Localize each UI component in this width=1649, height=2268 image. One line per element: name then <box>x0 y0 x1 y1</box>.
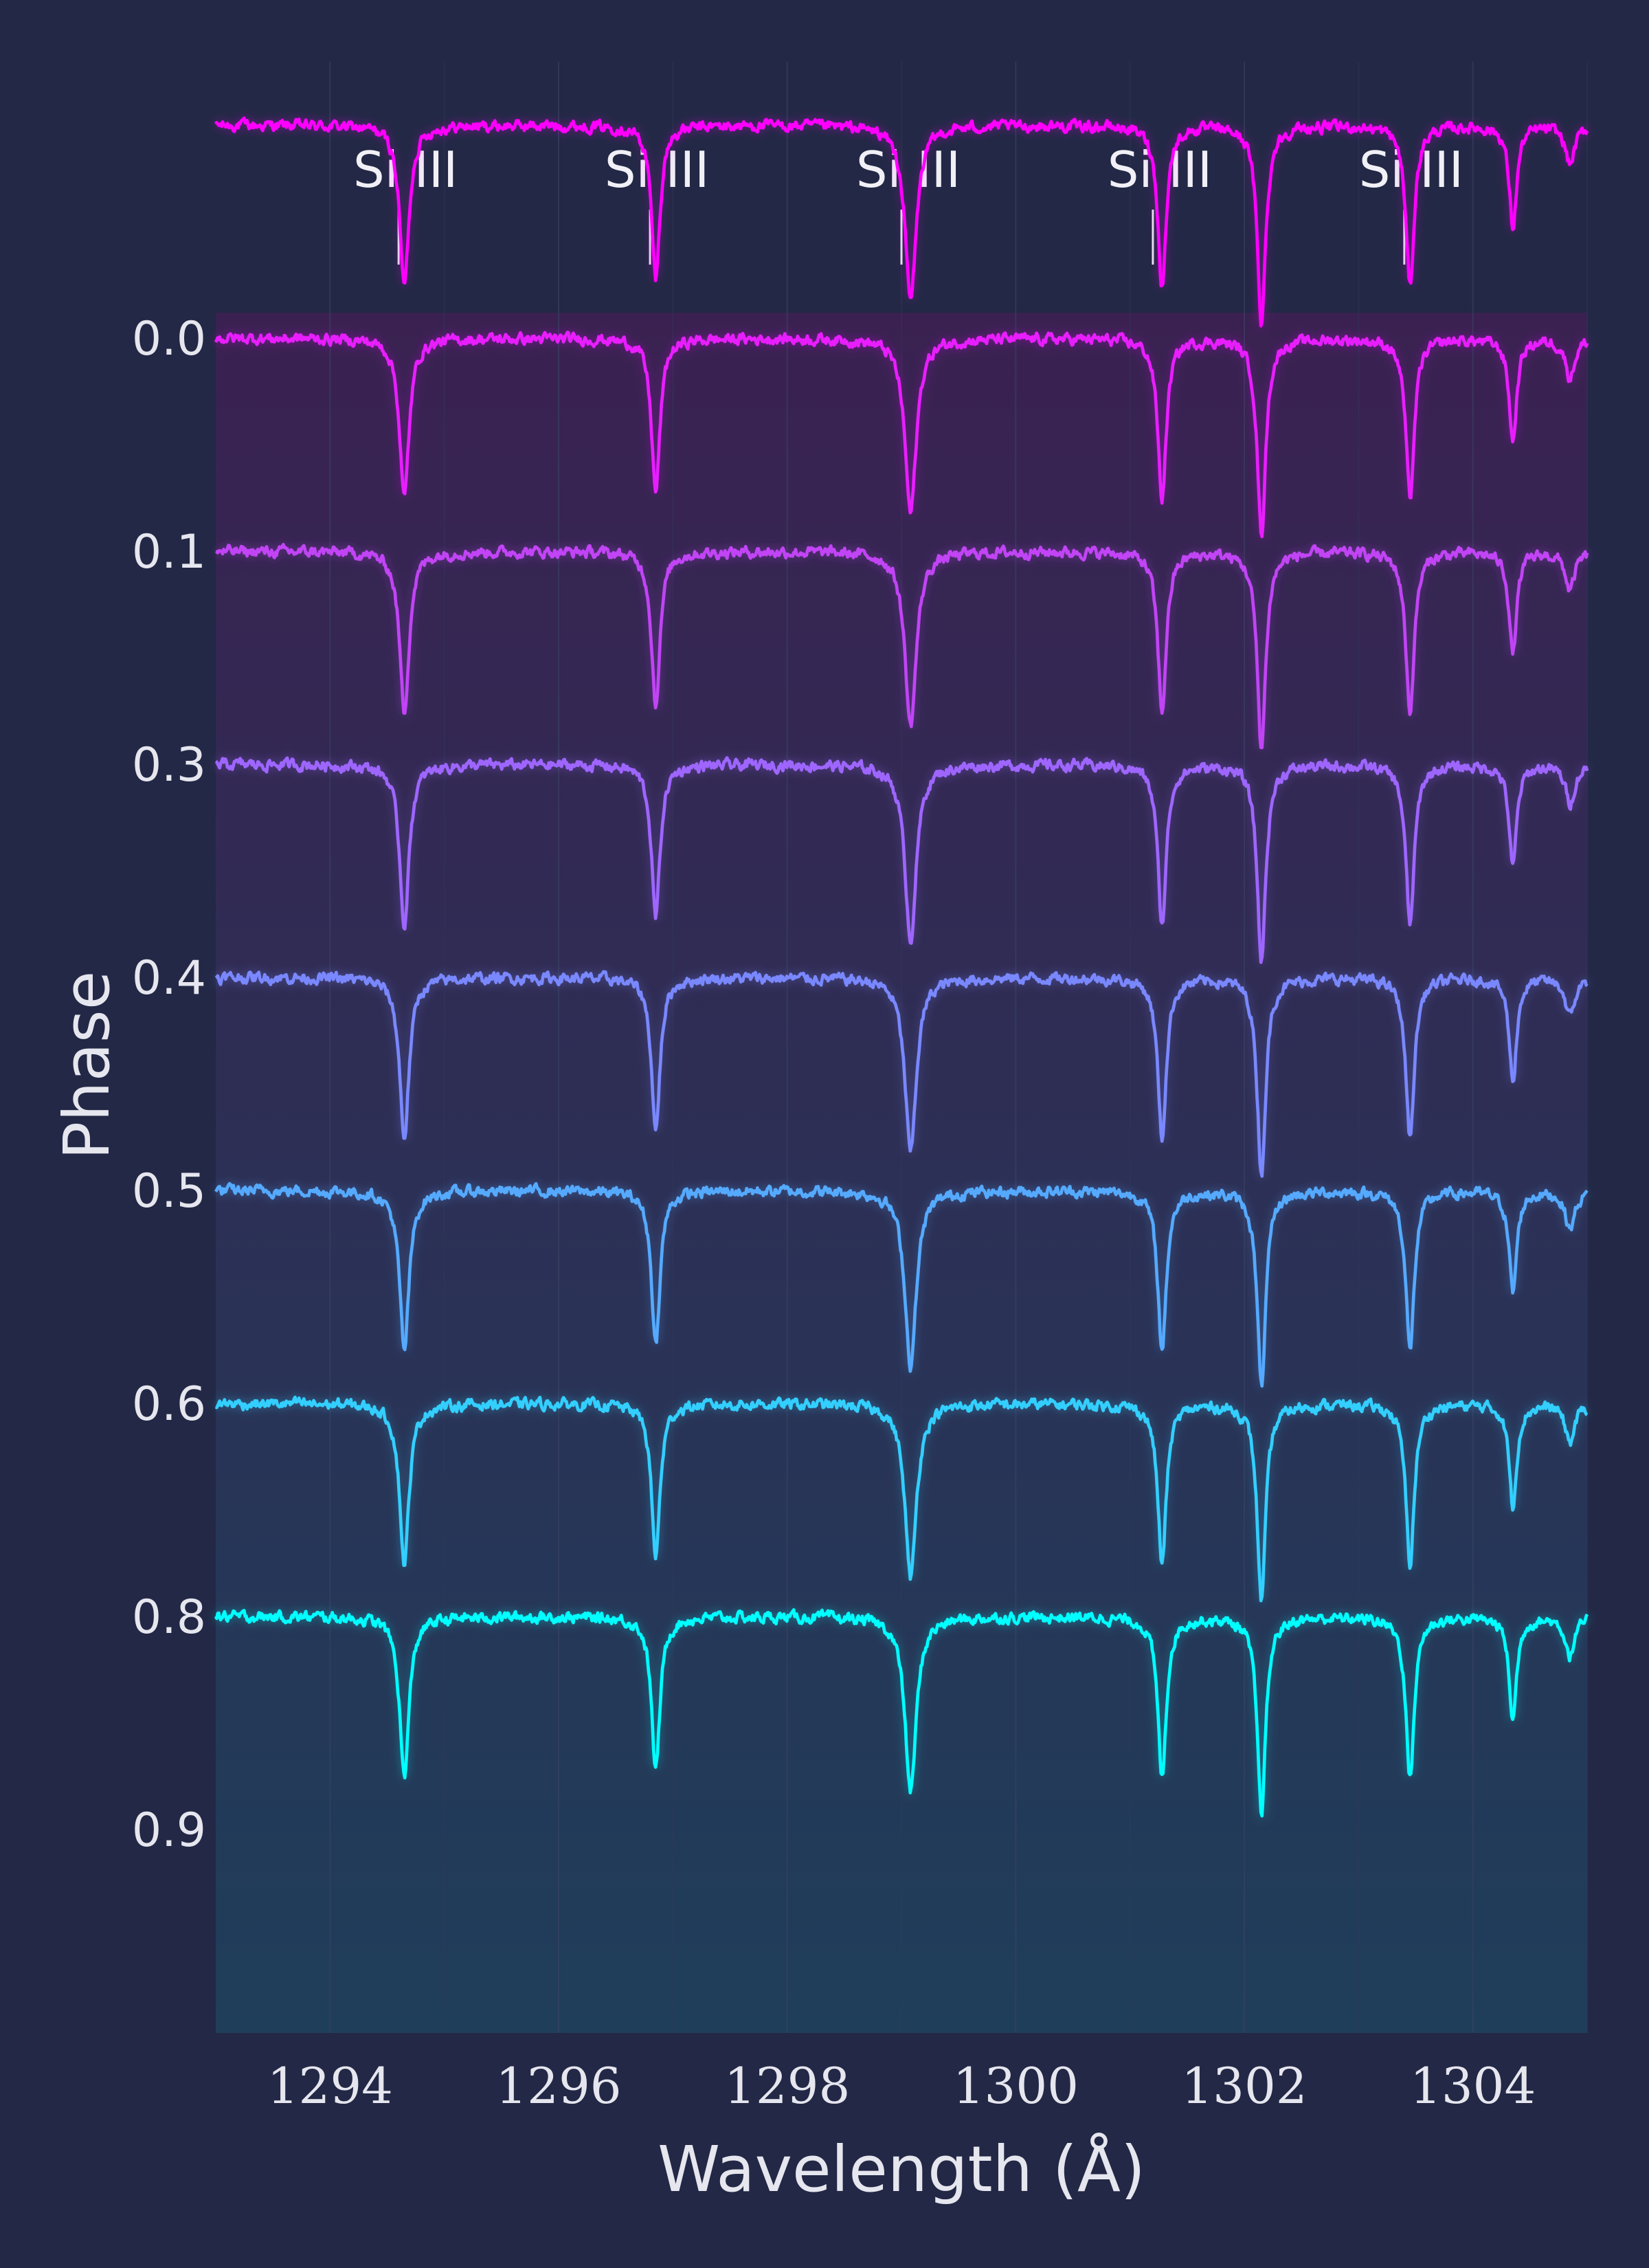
phase-tick-label: 0.1 <box>132 525 206 579</box>
spectrum-line <box>214 1395 1589 1603</box>
x-axis-title: Wavelength (Å) <box>658 2132 1145 2206</box>
phase-tick-label: 0.0 <box>132 312 206 366</box>
spectrum-line <box>215 542 1589 750</box>
spectrum-line <box>214 1181 1589 1388</box>
x-tick-label: 1300 <box>953 2057 1079 2115</box>
spectra-series <box>214 116 1589 1818</box>
phase-tick-labels: 0.0 0.1 0.3 0.4 0.5 0.6 0.8 0.9 <box>132 312 206 1858</box>
phase-tick-label: 0.3 <box>132 738 206 792</box>
phase-tick-label: 0.9 <box>132 1803 206 1858</box>
spectrum-line <box>214 116 1589 328</box>
phase-tick-label: 0.4 <box>132 951 206 1005</box>
line-id-label: Si III <box>856 141 961 199</box>
y-axis-title: Phase <box>50 971 124 1160</box>
spectrum-line <box>214 970 1589 1178</box>
spectrum-line <box>214 756 1589 964</box>
line-id-label: Si III <box>353 141 458 199</box>
phase-tick-label: 0.6 <box>132 1377 206 1432</box>
spectrum-line <box>214 331 1589 539</box>
x-tick-label: 1302 <box>1181 2057 1307 2115</box>
line-id-label: Si III <box>1359 141 1463 199</box>
line-identifications: Si III Si III Si III Si III Si III <box>353 141 1463 265</box>
x-tick-label: 1304 <box>1410 2057 1536 2115</box>
x-tick-labels: 1294 1296 1298 1300 1302 1304 <box>267 2057 1536 2115</box>
x-tick-label: 1296 <box>495 2057 621 2115</box>
line-id-label: Si III <box>1108 141 1212 199</box>
x-tick-label: 1294 <box>267 2057 393 2115</box>
phase-tick-label: 0.5 <box>132 1164 206 1219</box>
x-tick-label: 1298 <box>724 2057 850 2115</box>
spectrum-line <box>214 1608 1589 1818</box>
phase-tick-label: 0.8 <box>132 1590 206 1645</box>
line-id-label: Si III <box>605 141 709 199</box>
